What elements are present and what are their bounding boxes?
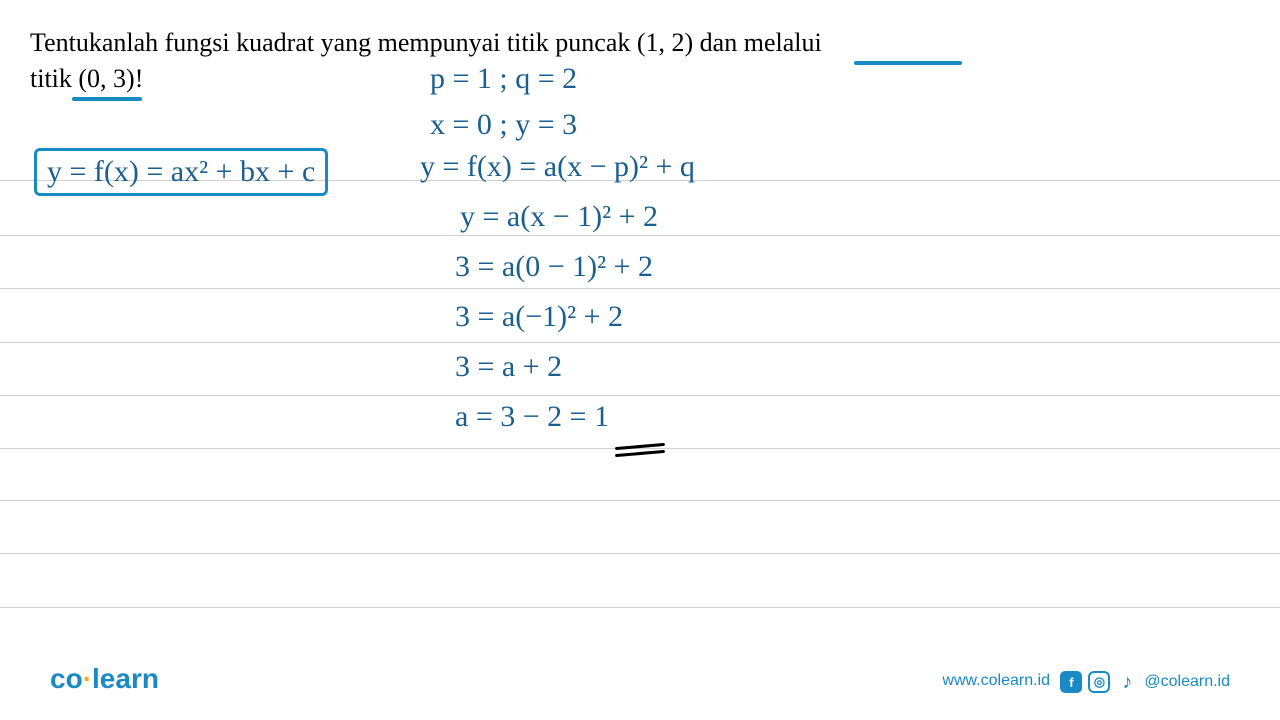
- problem-line-2: titik (0, 3)!: [30, 64, 143, 94]
- rule-line: [0, 500, 1280, 501]
- hw-answer-a: a = 3 − 2 = 1: [455, 400, 609, 434]
- brand-logo: co·learn: [50, 663, 159, 695]
- facebook-icon[interactable]: f: [1060, 671, 1082, 693]
- hw-substitute-xy: 3 = a(0 − 1)² + 2: [455, 250, 653, 284]
- problem-line-1: Tentukanlah fungsi kuadrat yang mempunya…: [30, 28, 822, 58]
- rule-line: [0, 342, 1280, 343]
- rule-line: [0, 607, 1280, 608]
- hw-vertex-form: y = f(x) = a(x − p)² + q: [420, 150, 695, 184]
- underline-melalui: [854, 61, 962, 65]
- rule-line: [0, 395, 1280, 396]
- instagram-icon[interactable]: ◎: [1088, 671, 1110, 693]
- footer-url[interactable]: www.colearn.id: [942, 672, 1050, 690]
- boxed-standard-form: y = f(x) = ax² + bx + c: [34, 148, 328, 196]
- hw-xy: x = 0 ; y = 3: [430, 108, 577, 142]
- rule-line: [0, 553, 1280, 554]
- hw-substitute-pq: y = a(x − 1)² + 2: [460, 200, 658, 234]
- footer: co·learn www.colearn.id f ◎ ♪ @colearn.i…: [0, 655, 1280, 695]
- logo-co: co: [50, 663, 83, 694]
- underline-03: [72, 97, 142, 101]
- logo-learn: learn: [92, 663, 159, 694]
- hw-simplify-2: 3 = a + 2: [455, 350, 562, 384]
- rule-line: [0, 288, 1280, 289]
- worksheet-area: Tentukanlah fungsi kuadrat yang mempunya…: [0, 0, 1280, 720]
- answer-underline-icon: [615, 445, 665, 457]
- rule-line: [0, 235, 1280, 236]
- social-group: f ◎ ♪ @colearn.id: [1060, 671, 1230, 693]
- social-handle[interactable]: @colearn.id: [1144, 673, 1230, 691]
- tiktok-icon[interactable]: ♪: [1116, 671, 1138, 693]
- hw-pq: p = 1 ; q = 2: [430, 62, 577, 96]
- hw-simplify-1: 3 = a(−1)² + 2: [455, 300, 623, 334]
- logo-dot: ·: [83, 663, 92, 694]
